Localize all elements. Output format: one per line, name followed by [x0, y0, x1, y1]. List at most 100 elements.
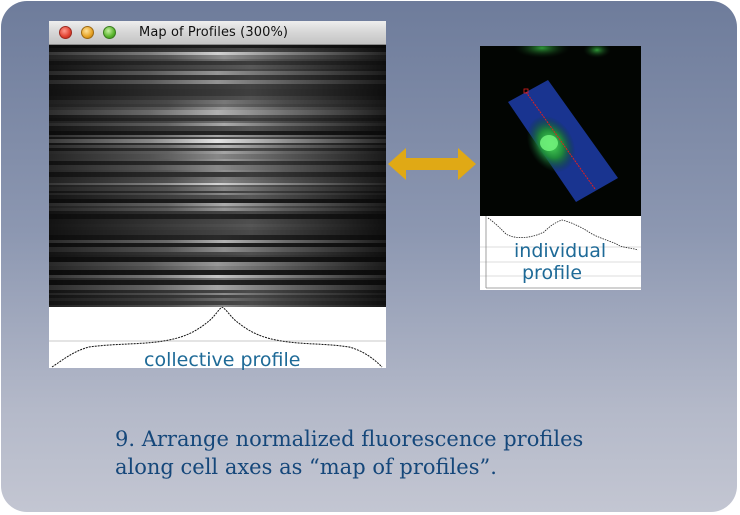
individual-profile-label-line1: individual [514, 240, 607, 262]
heatmap-row [49, 118, 386, 121]
close-window-button[interactable] [59, 26, 72, 39]
heatmap-row [49, 185, 386, 187]
heatmap-row [49, 71, 386, 75]
heatmap-row [49, 183, 386, 185]
individual-cell-image [480, 46, 641, 216]
heatmap-row [49, 224, 386, 227]
heatmap-row [49, 115, 386, 118]
heatmap-row [49, 235, 386, 240]
heatmap-row [49, 240, 386, 243]
heatmap-row [49, 165, 386, 170]
map-of-profiles-window: Map of Profiles (300%) [49, 21, 386, 371]
heatmap-row [49, 172, 386, 177]
heatmap-row [49, 145, 386, 148]
heatmap-row [49, 285, 386, 290]
heatmap-row [49, 61, 386, 65]
heatmap-row [49, 270, 386, 275]
heatmap-row [49, 100, 386, 104]
heatmap-row [49, 148, 386, 151]
caption-line-2: along cell axes as “map of profiles”. [115, 455, 497, 479]
heatmap-row [49, 170, 386, 172]
heatmap-row [49, 121, 386, 123]
heatmap-row [49, 252, 386, 255]
heatmap-row [49, 293, 386, 295]
heatmap-row [49, 180, 386, 183]
slide-caption: 9. Arrange normalized fluorescence profi… [115, 425, 675, 481]
heatmap-row [49, 206, 386, 208]
heatmap-row [49, 187, 386, 191]
heatmap-row [49, 199, 386, 203]
heatmap-row [49, 301, 386, 305]
heatmap-row [49, 208, 386, 211]
heatmap-row [49, 214, 386, 219]
heatmap-row [49, 55, 386, 59]
heatmap-row [49, 221, 386, 224]
heatmap-row [49, 154, 386, 159]
heatmap-row [49, 177, 386, 180]
caption-line-1: 9. Arrange normalized fluorescence profi… [115, 427, 584, 451]
heatmap-row [49, 262, 386, 266]
heatmap-row [49, 131, 386, 135]
heatmap-row [49, 257, 386, 262]
heatmap-row [49, 107, 386, 110]
individual-profile-label-line2: profile [522, 262, 583, 284]
heatmap-row [49, 80, 386, 84]
heatmap-row [49, 123, 386, 126]
heatmap-row [49, 75, 386, 80]
collective-profile-panel: collective profile [49, 307, 386, 371]
heatmap-row [49, 89, 386, 91]
heatmap-row [49, 110, 386, 115]
heatmap-row [49, 211, 386, 214]
heatmap-row [49, 247, 386, 252]
heatmap-row [49, 275, 386, 278]
heatmap-row [49, 126, 386, 131]
heatmap-row [49, 137, 386, 139]
heatmap-row [49, 143, 386, 145]
map-of-profiles-heatmap [49, 45, 386, 307]
collective-profile-plot [49, 307, 386, 368]
heatmap-row [49, 67, 386, 69]
individual-profile-label: individual profile [514, 240, 624, 284]
heatmap-row [49, 139, 386, 143]
heatmap-row [49, 305, 386, 307]
heatmap-row [49, 151, 386, 154]
heatmap-row [49, 45, 386, 48]
heatmap-row [49, 203, 386, 206]
window-titlebar[interactable]: Map of Profiles (300%) [49, 21, 386, 45]
heatmap-row [49, 255, 386, 257]
window-title: Map of Profiles (300%) [139, 25, 289, 40]
heatmap-row [49, 193, 386, 195]
heatmap-row [49, 84, 386, 89]
heatmap-row [49, 159, 386, 161]
heatmap-row [49, 69, 386, 71]
heatmap-row [49, 227, 386, 230]
individual-profile-panel: individual profile [480, 216, 641, 290]
heatmap-row [49, 59, 386, 61]
heatmap-row [49, 91, 386, 96]
heatmap-row [49, 161, 386, 165]
heatmap-row [49, 135, 386, 137]
heatmap-row [49, 96, 386, 100]
individual-profile-plot [480, 216, 641, 289]
heatmap-row [49, 278, 386, 280]
heatmap-row [49, 195, 386, 199]
zoom-window-button[interactable] [103, 26, 116, 39]
heatmap-row [49, 219, 386, 221]
heatmap-row [49, 290, 386, 293]
heatmap-row [49, 280, 386, 285]
heatmap-row [49, 298, 386, 301]
heatmap-row [49, 191, 386, 193]
collective-profile-label: collective profile [144, 349, 301, 371]
heatmap-row [49, 266, 386, 270]
heatmap-row [49, 104, 386, 107]
heatmap-row [49, 230, 386, 235]
minimize-window-button[interactable] [81, 26, 94, 39]
heatmap-row [49, 243, 386, 247]
heatmap-row [49, 65, 386, 67]
double-headed-arrow-icon [388, 148, 476, 180]
heatmap-row [49, 52, 386, 55]
heatmap-row [49, 48, 386, 50]
heatmap-row [49, 50, 386, 52]
heatmap-row [49, 295, 386, 298]
